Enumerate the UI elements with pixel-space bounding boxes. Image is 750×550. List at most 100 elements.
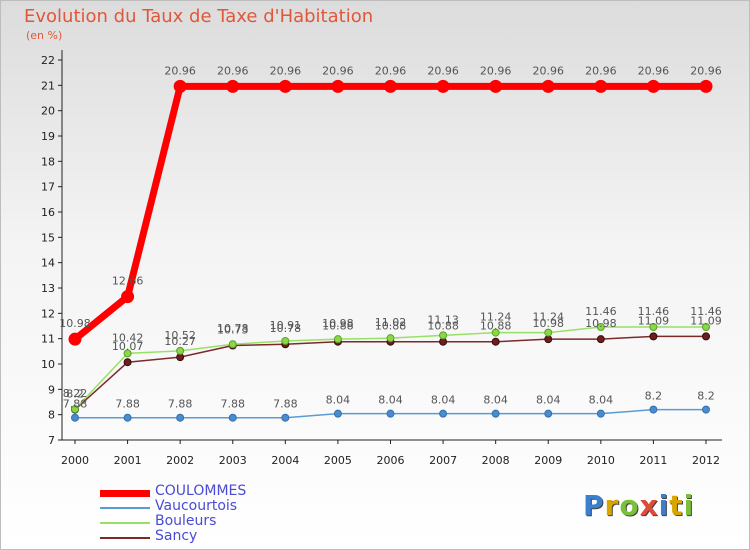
logo-letter: r [604,489,620,522]
x-tick-label: 2004 [271,454,299,467]
proxiti-logo: Proxiti [583,489,694,522]
data-label-bouleurs: 11.13 [427,313,459,326]
data-label-sancy: 10.27 [164,335,196,348]
data-point-coulommes [436,79,450,93]
data-label-vaucourtois: 8.04 [378,394,403,407]
legend-label: COULOMMES [155,483,247,499]
data-label-bouleurs: 10.52 [164,329,196,342]
data-label-coulommes: 20.96 [585,64,617,77]
data-label-coulommes: 20.96 [480,64,512,77]
data-label-vaucourtois: 8.2 [697,390,715,403]
data-label-coulommes: 20.96 [375,64,407,77]
data-point-vaucourtois [123,413,132,422]
y-tick-label: 10 [41,358,55,371]
legend-label: Bouleurs [155,513,217,529]
x-tick-label: 2007 [429,454,457,467]
data-label-bouleurs: 11.02 [375,316,407,329]
logo-letter: x [639,489,659,522]
data-label-bouleurs: 11.24 [480,311,512,324]
data-point-coulommes [331,79,345,93]
legend-swatch [100,489,150,497]
logo-letter: i [658,489,670,522]
data-point-coulommes [594,79,608,93]
data-label-coulommes: 20.96 [690,64,722,77]
data-point-coulommes [278,79,292,93]
chart-title: Evolution du Taux de Taxe d'Habitation [24,6,374,27]
y-tick-label: 22 [41,54,55,67]
data-label-bouleurs: 11.46 [585,305,617,318]
data-label-bouleurs: 10.91 [270,319,302,332]
y-tick-label: 21 [41,79,55,92]
y-tick-label: 11 [41,333,55,346]
data-label-sancy: 10.88 [480,320,512,333]
data-point-vaucourtois [386,409,395,418]
data-label-vaucourtois: 8.04 [536,394,561,407]
series-line-coulommes [71,82,710,343]
data-label-vaucourtois: 8.04 [326,394,351,407]
y-tick-label: 20 [41,105,55,118]
logo-letter: i [683,489,695,522]
y-tick-label: 16 [41,206,55,219]
chart-unit-label: (en %) [26,29,63,42]
data-point-vaucourtois [544,409,553,418]
data-label-vaucourtois: 7.88 [168,398,193,411]
x-tick-label: 2000 [61,454,89,467]
x-tick-label: 2005 [324,454,352,467]
logo-letter: t [669,489,684,522]
data-label-vaucourtois: 7.88 [273,398,298,411]
data-label-sancy: 11.09 [690,314,722,327]
y-tick-label: 13 [41,282,55,295]
data-label-sancy: 10.88 [375,320,407,333]
data-label-coulommes: 20.96 [217,64,249,77]
data-point-vaucourtois [596,409,605,418]
data-point-vaucourtois [176,413,185,422]
data-point-sancy [491,337,500,346]
legend-label: Sancy [155,528,198,544]
data-label-sancy: 10.73 [217,324,249,337]
data-point-coulommes [121,290,135,304]
data-point-sancy [123,358,132,367]
data-point-vaucourtois [439,409,448,418]
x-tick-label: 2006 [377,454,405,467]
data-label-bouleurs: 10.78 [217,322,249,335]
x-tick-label: 2010 [587,454,615,467]
data-label-sancy: 8.2 [66,388,84,401]
data-point-coulommes [489,79,503,93]
data-label-coulommes: 10.98 [59,317,91,330]
y-tick-label: 12 [41,307,55,320]
data-point-vaucourtois [71,413,79,422]
legend-swatch [100,522,150,524]
legend-item-vaucourtois: Vaucourtois [100,499,400,515]
data-label-coulommes: 12.66 [112,275,144,288]
y-tick-label: 19 [41,130,55,143]
y-tick-label: 18 [41,155,55,168]
data-point-vaucourtois [333,409,342,418]
data-point-bouleurs [281,336,290,345]
data-label-coulommes: 20.96 [270,64,302,77]
legend-swatch [100,507,150,509]
data-label-vaucourtois: 7.88 [63,398,88,411]
data-label-bouleurs: 10.42 [112,331,144,344]
data-point-coulommes [173,79,187,93]
data-point-bouleurs [176,346,185,355]
data-label-vaucourtois: 8.2 [645,390,663,403]
legend-item-coulommes: COULOMMES [100,483,400,500]
x-tick-label: 2003 [219,454,247,467]
x-tick-label: 2008 [482,454,510,467]
data-point-bouleurs [596,323,605,332]
data-point-bouleurs [702,323,710,332]
data-label-coulommes: 20.96 [638,64,670,77]
data-label-vaucourtois: 8.04 [431,394,456,407]
data-point-coulommes [68,332,82,346]
data-label-sancy: 10.88 [322,320,354,333]
data-label-sancy: 10.07 [112,340,144,353]
data-point-bouleurs [123,349,132,358]
data-label-bouleurs: 8.22 [63,387,88,400]
data-point-vaucourtois [649,405,658,414]
legend-item-bouleurs: Bouleurs [100,513,400,530]
data-point-bouleurs [386,334,395,343]
data-point-coulommes [646,79,660,93]
chart-legend: COULOMMES Vaucourtois Bouleurs Sancy [100,483,400,545]
data-point-bouleurs [333,335,342,344]
